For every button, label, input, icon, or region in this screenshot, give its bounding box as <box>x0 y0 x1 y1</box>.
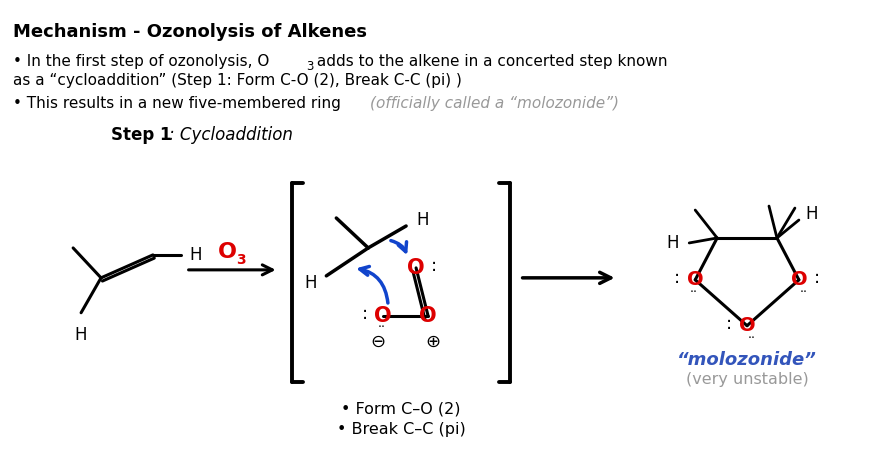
Text: “molozonide”: “molozonide” <box>676 350 816 369</box>
Text: 3: 3 <box>306 59 313 73</box>
Text: O: O <box>789 270 806 289</box>
Text: O: O <box>418 306 437 326</box>
Text: O: O <box>374 306 391 326</box>
Text: ⋅⋅: ⋅⋅ <box>799 286 807 299</box>
Text: • In the first step of ozonolysis, O: • In the first step of ozonolysis, O <box>13 54 269 69</box>
Text: ⋅⋅: ⋅⋅ <box>747 332 755 345</box>
Text: Mechanism - Ozonolysis of Alkenes: Mechanism - Ozonolysis of Alkenes <box>13 23 367 40</box>
Text: H: H <box>416 211 428 229</box>
Text: • Form C–O (2): • Form C–O (2) <box>341 401 460 416</box>
Text: as a “cycloaddition” (Step 1: Form C-O (2), Break C-C (pi) ): as a “cycloaddition” (Step 1: Form C-O (… <box>13 74 461 89</box>
Text: O: O <box>407 258 424 278</box>
Text: (very unstable): (very unstable) <box>685 372 808 387</box>
Text: 3: 3 <box>236 253 246 267</box>
Text: H: H <box>303 274 316 292</box>
Text: O: O <box>217 242 237 262</box>
Text: :: : <box>813 269 819 287</box>
Text: :: : <box>431 257 437 275</box>
Text: O: O <box>686 270 702 289</box>
Text: ⋅⋅: ⋅⋅ <box>688 286 696 299</box>
Text: H: H <box>189 246 202 264</box>
Text: adds to the alkene in a concerted step known: adds to the alkene in a concerted step k… <box>312 54 667 69</box>
Text: :: : <box>361 305 367 323</box>
Text: ⋅⋅: ⋅⋅ <box>377 321 385 334</box>
Text: H: H <box>666 234 679 252</box>
Text: :: : <box>725 315 731 333</box>
Text: (officially called a “molozonide”): (officially called a “molozonide”) <box>370 96 618 111</box>
Text: :: : <box>674 269 680 287</box>
Text: ⊖: ⊖ <box>370 333 385 350</box>
Text: Step 1: Step 1 <box>111 126 171 144</box>
Text: O: O <box>738 316 754 335</box>
Text: : Cycloaddition: : Cycloaddition <box>168 126 292 144</box>
Text: • Break C–C (pi): • Break C–C (pi) <box>337 422 465 437</box>
Text: H: H <box>804 205 816 223</box>
Text: • This results in a new five-membered ring: • This results in a new five-membered ri… <box>13 96 346 111</box>
Text: ⊕: ⊕ <box>425 333 440 350</box>
Text: H: H <box>75 326 87 344</box>
